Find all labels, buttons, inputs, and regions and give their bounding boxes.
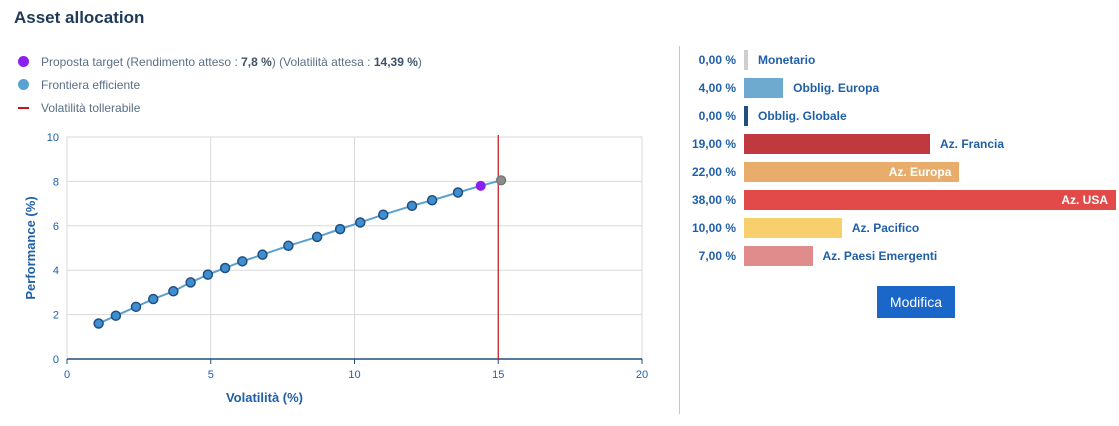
y-tick-label: 8	[53, 176, 59, 188]
frontier-point	[257, 249, 268, 260]
allocation-label: Az. Paesi Emergenti	[822, 249, 938, 263]
allocation-label: Az. Europa	[888, 165, 952, 179]
x-tick-label: 20	[636, 369, 648, 381]
allocation-bar	[744, 190, 1116, 210]
allocation-bar	[744, 218, 842, 238]
target-return: 7,8 %	[241, 54, 272, 69]
allocation-row: 0,00 % Obblig. Globale	[686, 106, 1116, 126]
allocation-label: Az. Francia	[940, 137, 1005, 151]
frontier-point	[185, 277, 196, 288]
allocation-row: 0,00 % Monetario	[686, 50, 1116, 70]
purple-dot-icon	[18, 56, 29, 67]
allocation-label: Az. USA	[1061, 193, 1108, 207]
frontier-point	[406, 200, 418, 212]
frontier-point	[130, 301, 142, 313]
x-tick-label: 5	[208, 369, 214, 381]
frontier-chart: 0 5 10 15 20 0 2 4 6 8 10 Volatilità (%) Performance…	[23, 132, 648, 405]
frontier-point	[93, 318, 104, 329]
allocation-percent: 22,00 %	[691, 165, 736, 179]
frontier-point	[311, 231, 323, 243]
legend-frontier-label: Frontiera efficiente	[41, 77, 141, 92]
frontier-point	[452, 187, 464, 198]
legend-item-frontier[interactable]: Frontiera efficiente	[18, 73, 422, 96]
allocation-row: 22,00 % Az. Europa	[686, 162, 1116, 182]
y-axis-title: Performance (%)	[23, 196, 38, 299]
allocation-bar	[744, 106, 748, 126]
allocation-label: Az. Pacifico	[851, 221, 920, 235]
allocation-row: 10,00 % Az. Pacifico	[686, 218, 1116, 238]
y-tick-label: 2	[53, 310, 59, 322]
frontier-point	[110, 310, 122, 321]
target-volatility: 14,39 %	[373, 54, 418, 69]
allocation-percent: 10,00 %	[691, 221, 736, 235]
allocation-bar	[744, 78, 784, 98]
allocation-percent: 4,00 %	[698, 81, 736, 95]
allocation-label: Obblig. Globale	[758, 109, 847, 123]
modifica-button[interactable]: Modifica	[877, 286, 955, 318]
allocation-label: Monetario	[758, 53, 816, 67]
frontier-point	[168, 286, 179, 297]
frontier-point	[219, 262, 231, 274]
allocation-row: 19,00 % Az. Francia	[686, 134, 1116, 154]
frontier-point	[334, 223, 346, 235]
allocation-bar	[744, 246, 813, 266]
allocation-percent: 0,00 %	[698, 53, 736, 67]
frontier-point	[355, 217, 366, 228]
frontier-point	[283, 240, 294, 252]
frontier-point	[237, 256, 248, 267]
frontier-point	[378, 209, 389, 220]
allocation-bar	[744, 134, 930, 154]
frontier-point	[148, 293, 159, 305]
red-line-icon	[18, 106, 29, 109]
allocation-percent: 38,00 %	[691, 193, 736, 207]
allocation-bar	[744, 50, 748, 70]
y-tick-label: 4	[53, 265, 59, 277]
legend-tolerable-label: Volatilità tollerabile	[41, 100, 141, 115]
chart-legend: Proposta target (Rendimento atteso : 7,8…	[18, 50, 422, 119]
y-tick-label: 0	[53, 354, 59, 366]
frontier-end-point	[496, 175, 507, 186]
legend-item-target[interactable]: Proposta target (Rendimento atteso : 7,8…	[18, 50, 422, 73]
frontier-point	[202, 269, 214, 280]
blue-dot-icon	[18, 79, 29, 90]
target-point	[475, 180, 486, 191]
allocation-row: 4,00 % Obblig. Europa	[686, 78, 1116, 98]
allocation-row: 7,00 % Az. Paesi Emergenti	[686, 246, 1116, 266]
allocation-percent: 7,00 %	[698, 249, 736, 263]
frontier-point	[426, 195, 438, 206]
x-axis-title: Volatilità (%)	[226, 390, 303, 405]
allocation-label: Obblig. Europa	[793, 81, 880, 95]
allocation-bar	[744, 162, 960, 182]
legend-item-tolerable[interactable]: Volatilità tollerabile	[18, 96, 422, 119]
allocation-percent: 19,00 %	[691, 137, 736, 151]
y-tick-label: 6	[53, 221, 59, 233]
legend-target-text: Proposta target (Rendimento atteso : 7,8…	[41, 54, 422, 69]
y-tick-label: 10	[47, 132, 59, 144]
x-tick-label: 15	[492, 369, 504, 381]
frontier-line	[98, 179, 502, 325]
x-tick-label: 10	[348, 369, 360, 381]
allocation-row: 38,00 % Az. USA	[686, 190, 1116, 210]
page-title: Asset allocation	[14, 8, 145, 27]
panel-divider	[679, 46, 680, 414]
x-tick-label: 0	[64, 369, 70, 381]
allocation-percent: 0,00 %	[698, 109, 736, 123]
